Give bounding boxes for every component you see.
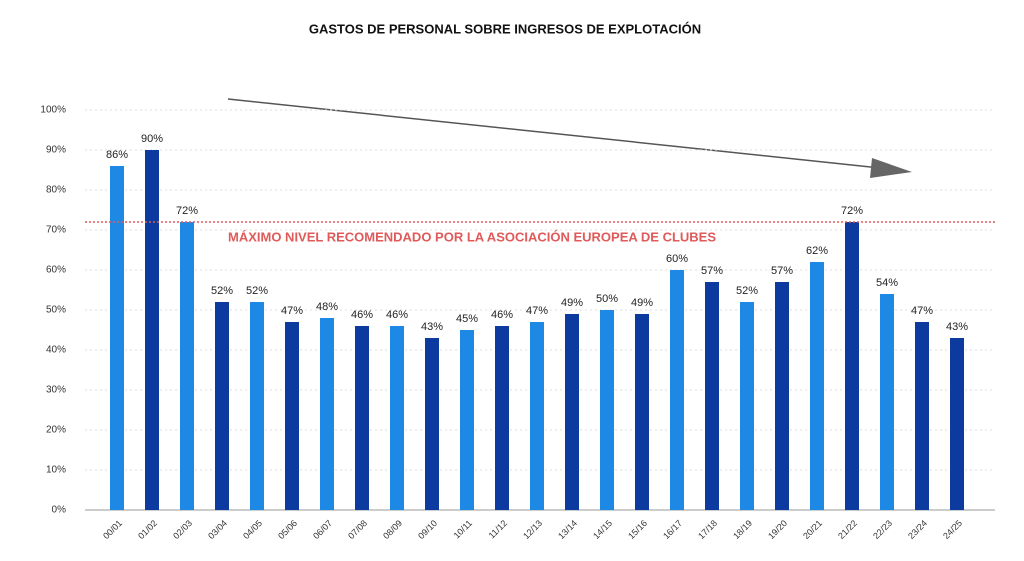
y-tick-label: 50% xyxy=(46,305,66,316)
value-label: 86% xyxy=(106,149,128,161)
y-tick-label: 30% xyxy=(46,385,66,396)
x-tick-label: 04/05 xyxy=(241,518,264,541)
bar xyxy=(705,282,719,510)
bar xyxy=(915,322,929,510)
value-label: 45% xyxy=(456,313,478,325)
x-tick-label: 10/11 xyxy=(452,518,475,541)
bar xyxy=(355,326,369,510)
y-tick-label: 40% xyxy=(46,345,66,356)
x-tick-label: 09/10 xyxy=(416,518,439,541)
x-tick-label: 22/23 xyxy=(871,518,894,541)
x-tick-label: 00/01 xyxy=(101,518,124,541)
value-label: 47% xyxy=(526,305,548,317)
bar xyxy=(600,310,614,510)
x-tick-label: 23/24 xyxy=(906,518,929,541)
value-label: 62% xyxy=(806,245,828,257)
value-label: 46% xyxy=(351,309,373,321)
value-label: 72% xyxy=(176,205,198,217)
y-tick-label: 90% xyxy=(46,145,66,156)
bar xyxy=(285,322,299,510)
y-tick-label: 100% xyxy=(40,105,66,116)
y-tick-label: 20% xyxy=(46,425,66,436)
value-label: 48% xyxy=(316,301,338,313)
y-tick-label: 70% xyxy=(46,225,66,236)
value-label: 57% xyxy=(701,265,723,277)
value-label: 43% xyxy=(946,321,968,333)
bar xyxy=(880,294,894,510)
reference-label: MÁXIMO NIVEL RECOMENDADO POR LA ASOCIACI… xyxy=(228,229,716,244)
x-tick-label: 18/19 xyxy=(731,518,754,541)
value-label: 54% xyxy=(876,277,898,289)
x-tick-label: 20/21 xyxy=(801,518,824,541)
bar xyxy=(845,222,859,510)
value-label: 57% xyxy=(771,265,793,277)
x-tick-label: 01/02 xyxy=(136,518,159,541)
value-label: 47% xyxy=(911,305,933,317)
bar xyxy=(810,262,824,510)
x-tick-label: 15/16 xyxy=(626,518,649,541)
bar xyxy=(250,302,264,510)
x-tick-label: 03/04 xyxy=(206,518,229,541)
value-label: 46% xyxy=(491,309,513,321)
value-label: 52% xyxy=(736,285,758,297)
arrow-head xyxy=(870,158,912,178)
bar xyxy=(215,302,229,510)
x-tick-label: 11/12 xyxy=(487,518,510,541)
y-tick-label: 0% xyxy=(52,505,67,516)
x-tick-label: 06/07 xyxy=(311,518,334,541)
bar xyxy=(775,282,789,510)
value-label: 46% xyxy=(386,309,408,321)
bar xyxy=(390,326,404,510)
bar xyxy=(565,314,579,510)
trend-arrow xyxy=(227,98,881,169)
value-label: 49% xyxy=(561,297,583,309)
x-tick-label: 08/09 xyxy=(381,518,404,541)
value-label: 43% xyxy=(421,321,443,333)
bar xyxy=(145,150,159,510)
bar xyxy=(425,338,439,510)
value-label: 49% xyxy=(631,297,653,309)
value-label: 47% xyxy=(281,305,303,317)
x-tick-label: 05/06 xyxy=(276,518,299,541)
x-tick-label: 19/20 xyxy=(766,518,789,541)
value-label: 90% xyxy=(141,133,163,145)
bar xyxy=(635,314,649,510)
bar xyxy=(670,270,684,510)
bar xyxy=(495,326,509,510)
x-tick-label: 24/25 xyxy=(941,518,964,541)
bar xyxy=(530,322,544,510)
value-label: 52% xyxy=(246,285,268,297)
x-tick-label: 07/08 xyxy=(346,518,369,541)
bar xyxy=(110,166,124,510)
chart-title: GASTOS DE PERSONAL SOBRE INGRESOS DE EXP… xyxy=(309,21,701,36)
x-tick-label: 13/14 xyxy=(556,518,579,541)
value-label: 52% xyxy=(211,285,233,297)
x-tick-label: 12/13 xyxy=(521,518,544,541)
x-tick-label: 17/18 xyxy=(696,518,719,541)
y-tick-label: 80% xyxy=(46,185,66,196)
value-label: 50% xyxy=(596,293,618,305)
x-tick-label: 02/03 xyxy=(171,518,194,541)
x-tick-label: 21/22 xyxy=(836,518,859,541)
bar xyxy=(460,330,474,510)
bar xyxy=(320,318,334,510)
x-tick-label: 16/17 xyxy=(661,518,684,541)
y-tick-label: 60% xyxy=(46,265,66,276)
x-tick-label: 14/15 xyxy=(591,518,614,541)
bar xyxy=(950,338,964,510)
bar xyxy=(740,302,754,510)
bar xyxy=(180,222,194,510)
y-tick-label: 10% xyxy=(46,465,66,476)
value-label: 60% xyxy=(666,253,688,265)
value-label: 72% xyxy=(841,205,863,217)
